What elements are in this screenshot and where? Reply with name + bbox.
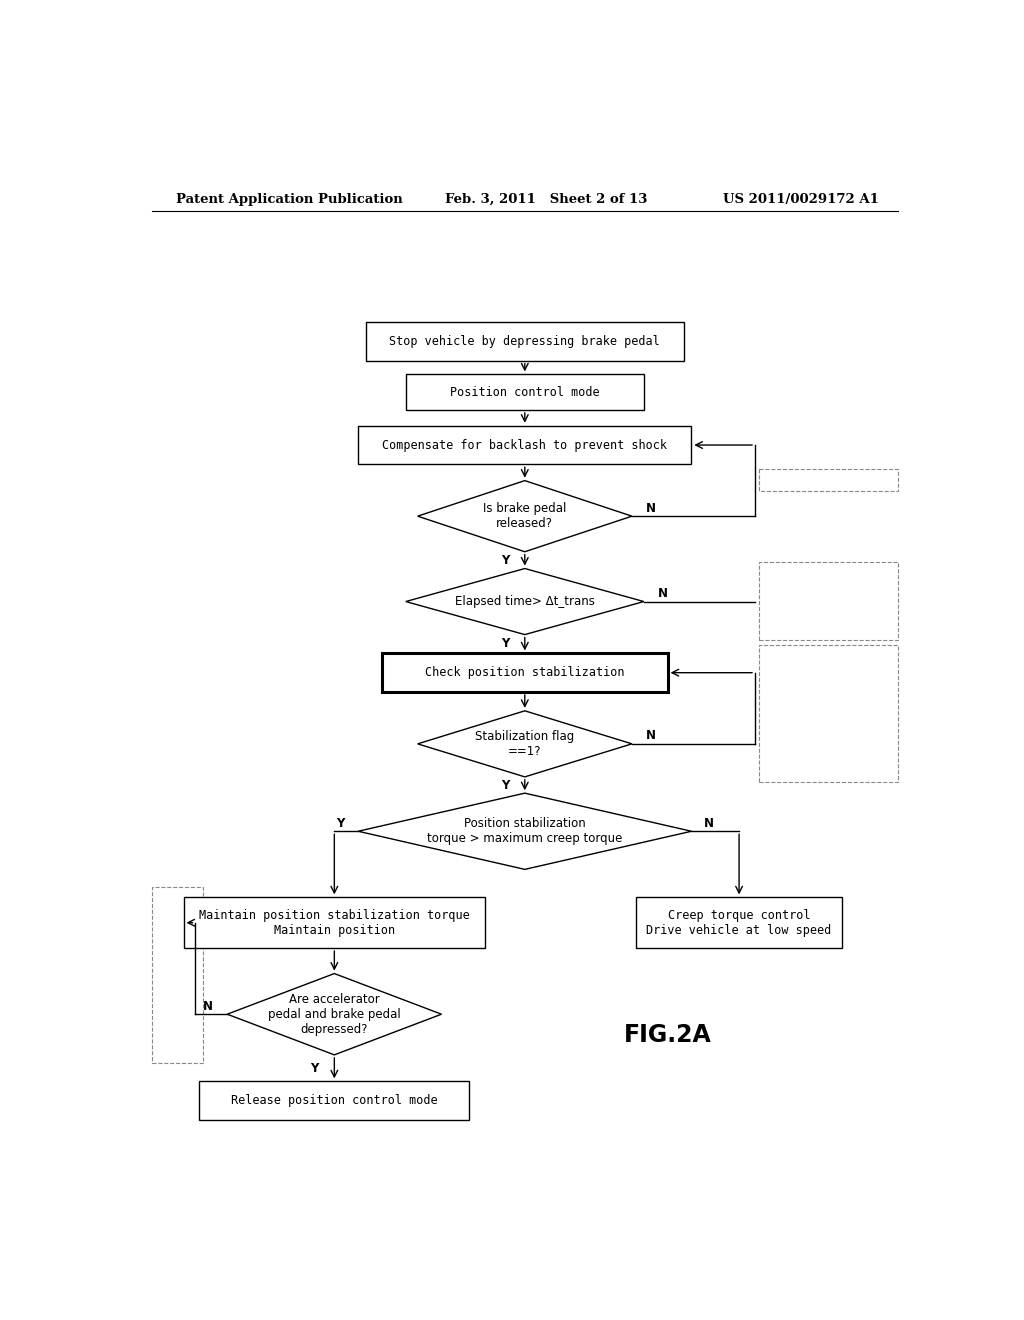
Text: Elapsed time> Δt_trans: Elapsed time> Δt_trans [455,595,595,609]
Polygon shape [358,793,691,870]
Text: Patent Application Publication: Patent Application Publication [176,193,402,206]
Text: Stop vehicle by depressing brake pedal: Stop vehicle by depressing brake pedal [389,335,660,348]
Text: N: N [658,587,668,599]
Text: FIG.2A: FIG.2A [624,1023,712,1047]
Text: Stabilization flag
==1?: Stabilization flag ==1? [475,730,574,758]
Text: Position control mode: Position control mode [450,385,600,399]
FancyBboxPatch shape [636,898,842,948]
FancyBboxPatch shape [200,1081,469,1119]
Text: Y: Y [337,817,345,830]
Polygon shape [418,480,632,552]
Text: Maintain position stabilization torque
Maintain position: Maintain position stabilization torque M… [199,908,470,937]
Text: N: N [703,817,714,830]
FancyBboxPatch shape [358,426,691,465]
Text: Y: Y [501,638,509,651]
Text: Are accelerator
pedal and brake pedal
depressed?: Are accelerator pedal and brake pedal de… [268,993,400,1036]
Text: US 2011/0029172 A1: US 2011/0029172 A1 [723,193,879,206]
Text: Position stabilization
torque > maximum creep torque: Position stabilization torque > maximum … [427,817,623,845]
Text: Feb. 3, 2011   Sheet 2 of 13: Feb. 3, 2011 Sheet 2 of 13 [445,193,648,206]
Text: Y: Y [501,553,509,566]
Text: Is brake pedal
released?: Is brake pedal released? [483,502,566,531]
Text: Y: Y [310,1061,318,1074]
Text: Creep torque control
Drive vehicle at low speed: Creep torque control Drive vehicle at lo… [646,908,831,937]
FancyBboxPatch shape [406,375,644,411]
FancyBboxPatch shape [382,653,668,692]
Text: Y: Y [501,779,509,792]
Text: Compensate for backlash to prevent shock: Compensate for backlash to prevent shock [382,438,668,451]
Text: N: N [203,999,213,1012]
Polygon shape [227,974,441,1055]
FancyBboxPatch shape [183,898,485,948]
FancyBboxPatch shape [367,322,684,360]
Text: N: N [646,502,656,515]
Polygon shape [406,569,644,635]
Text: Check position stabilization: Check position stabilization [425,667,625,680]
Text: N: N [646,729,656,742]
Polygon shape [418,710,632,777]
Text: Release position control mode: Release position control mode [231,1094,437,1107]
